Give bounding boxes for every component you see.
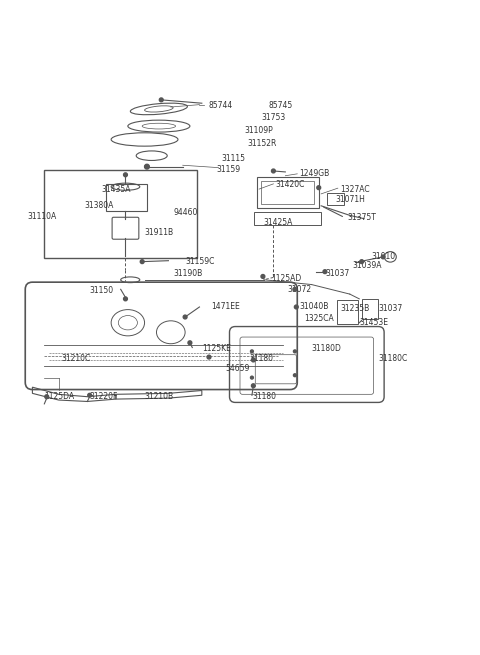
Text: 1249GB: 1249GB (300, 170, 330, 178)
Text: 31210C: 31210C (61, 354, 90, 363)
Text: 1125KE: 1125KE (202, 345, 231, 354)
Text: 31380A: 31380A (85, 201, 114, 210)
Circle shape (293, 374, 296, 377)
Text: 31425A: 31425A (264, 218, 293, 227)
Circle shape (317, 186, 321, 189)
Text: 85745: 85745 (269, 101, 293, 110)
Circle shape (123, 297, 127, 301)
Circle shape (381, 255, 385, 259)
Circle shape (294, 305, 298, 309)
Text: 1125AD: 1125AD (271, 274, 301, 283)
Circle shape (183, 315, 187, 319)
Circle shape (261, 274, 265, 278)
Circle shape (251, 350, 253, 353)
Text: 85744: 85744 (209, 101, 233, 110)
Text: 31753: 31753 (262, 113, 286, 122)
Text: 31109P: 31109P (245, 126, 274, 136)
Text: 31110A: 31110A (28, 212, 57, 221)
Text: 31220F: 31220F (90, 392, 118, 402)
Circle shape (45, 395, 48, 399)
Text: 31159C: 31159C (185, 257, 215, 266)
Text: 31150: 31150 (90, 286, 114, 295)
Text: 31911B: 31911B (144, 227, 174, 236)
Text: 31180: 31180 (250, 354, 274, 363)
Text: 94460: 94460 (173, 208, 198, 217)
Text: 31453E: 31453E (360, 318, 388, 328)
Text: 31039A: 31039A (352, 261, 382, 270)
Text: 1125DA: 1125DA (44, 392, 74, 402)
Text: 54659: 54659 (226, 364, 250, 373)
Text: 31180D: 31180D (312, 345, 341, 354)
Text: 31235B: 31235B (340, 304, 370, 313)
Circle shape (140, 260, 144, 263)
Text: 1325CA: 1325CA (304, 314, 334, 324)
Circle shape (188, 341, 192, 345)
Text: 31072: 31072 (288, 285, 312, 294)
Text: 31435A: 31435A (102, 185, 131, 194)
Circle shape (252, 358, 255, 362)
Circle shape (252, 384, 255, 388)
Text: 31159: 31159 (216, 164, 240, 174)
Circle shape (207, 355, 211, 359)
Circle shape (360, 260, 364, 263)
Text: 31375T: 31375T (348, 214, 376, 222)
Text: 31190B: 31190B (173, 269, 203, 278)
Text: 31037: 31037 (326, 269, 350, 278)
Text: 31180: 31180 (252, 392, 276, 402)
Text: 31037: 31037 (378, 304, 403, 313)
Text: 31071H: 31071H (336, 195, 365, 204)
Text: 31180C: 31180C (378, 354, 408, 363)
Circle shape (123, 173, 127, 177)
Circle shape (88, 394, 92, 397)
Text: 31040B: 31040B (300, 301, 329, 310)
Circle shape (251, 376, 253, 379)
Circle shape (144, 164, 149, 169)
Text: 31210B: 31210B (144, 392, 174, 402)
Circle shape (323, 270, 327, 274)
Text: 1471EE: 1471EE (211, 303, 240, 312)
Circle shape (293, 288, 297, 291)
Text: 1327AC: 1327AC (340, 185, 370, 194)
Text: 31152R: 31152R (247, 139, 276, 148)
Circle shape (159, 98, 163, 102)
Text: 31010: 31010 (371, 252, 396, 261)
Circle shape (293, 350, 296, 353)
Text: 31115: 31115 (221, 153, 245, 162)
Text: 31420C: 31420C (276, 180, 305, 189)
Circle shape (272, 169, 276, 173)
